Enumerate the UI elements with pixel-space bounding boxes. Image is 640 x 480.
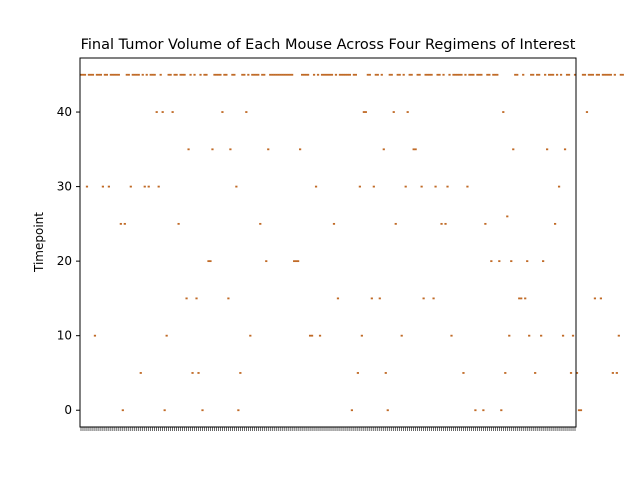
y-tick-label: 20 (57, 254, 72, 268)
y-tick-label: 30 (57, 180, 72, 194)
y-axis: 0 10 20 30 40 (57, 105, 80, 417)
flier-points (79, 73, 624, 412)
y-axis-label: Timepoint (32, 212, 46, 273)
x-axis (80, 427, 576, 431)
y-tick-label: 0 (64, 403, 72, 417)
chart-title: Final Tumor Volume of Each Mouse Across … (81, 37, 576, 53)
y-tick-label: 40 (57, 105, 72, 119)
y-tick-label: 10 (57, 329, 72, 343)
plot-frame (79, 57, 577, 428)
